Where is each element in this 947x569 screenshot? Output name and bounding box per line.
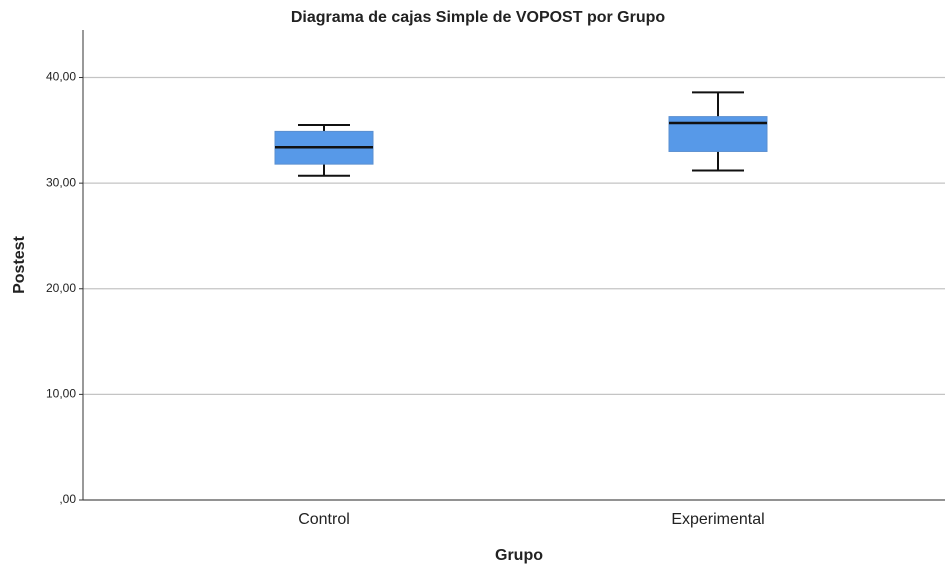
x-axis-label: Grupo <box>495 547 543 564</box>
y-tick-label: ,00 <box>59 492 76 506</box>
y-tick-label: 20,00 <box>46 281 76 295</box>
y-tick-label: 40,00 <box>46 70 76 84</box>
x-tick-label: Control <box>298 511 350 528</box>
y-axis-label: Postest <box>11 235 28 293</box>
y-tick-label: 30,00 <box>46 175 76 189</box>
chart-title: Diagrama de cajas Simple de VOPOST por G… <box>291 9 666 26</box>
y-tick-label: 10,00 <box>46 387 76 401</box>
x-tick-label: Experimental <box>671 511 764 528</box>
